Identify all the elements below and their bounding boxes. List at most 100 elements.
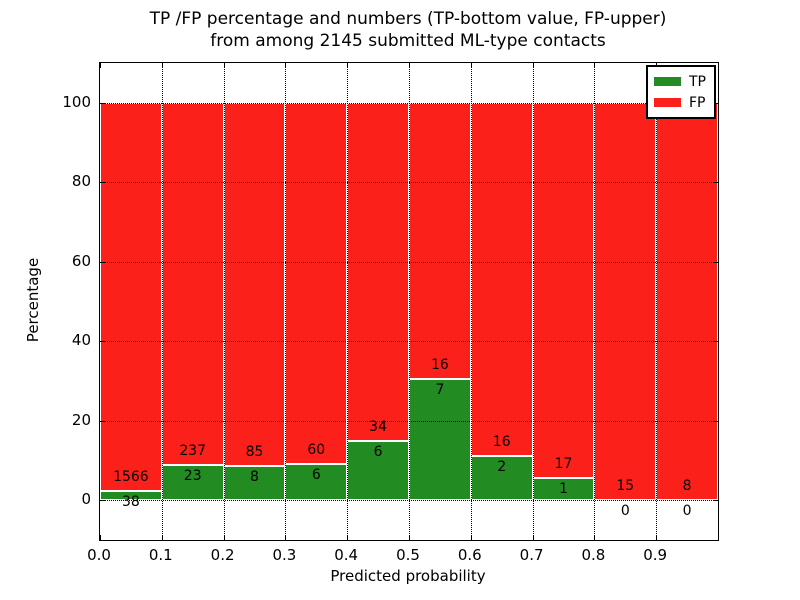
fp-count-label: 1566	[113, 468, 149, 485]
y-tick-label: 0	[81, 490, 91, 509]
fp-count-label: 17	[554, 456, 573, 473]
x-tick-label: 0.4	[334, 546, 359, 564]
x-tick-label: 0.5	[396, 546, 420, 564]
x-tick-label: 0.9	[643, 546, 668, 564]
bar-fp-segment	[532, 102, 595, 479]
y-tick-mark-right	[713, 341, 718, 343]
fp-count-label: 15	[616, 478, 635, 495]
bar-fp-segment	[470, 102, 533, 457]
y-tick-mark	[100, 420, 105, 422]
x-tick-label: 0.2	[210, 546, 235, 564]
y-tick-mark-right	[713, 420, 718, 422]
x-tick-mark	[223, 535, 225, 540]
x-tick-mark-top	[532, 63, 534, 68]
bar-tp-segment	[285, 464, 348, 501]
y-tick-label: 60	[71, 251, 91, 270]
chart-title-line-2: from among 2145 submitted ML-type contac…	[210, 31, 606, 51]
x-tick-mark	[285, 535, 287, 540]
x-tick-mark	[470, 535, 472, 540]
tp-count-label: 7	[435, 382, 445, 399]
bar-fp-segment	[285, 102, 348, 465]
tp-count-label: 0	[682, 503, 692, 520]
y-tick-mark	[100, 341, 105, 343]
x-tick-label: 0.7	[519, 546, 544, 564]
bar-fp-segment	[347, 102, 409, 441]
legend-row: FP	[654, 92, 708, 113]
vertical-gridline	[285, 63, 287, 540]
tp-count-label: 2	[497, 459, 507, 476]
x-tick-label: 0.0	[87, 546, 111, 564]
fp-count-label: 8	[682, 478, 692, 495]
y-tick-mark-right	[713, 261, 718, 263]
fp-count-label: 16	[430, 357, 449, 374]
legend: TP FP	[646, 65, 716, 119]
x-tick-mark	[594, 535, 596, 540]
vertical-gridline	[409, 63, 410, 540]
bar-fp-segment	[223, 102, 286, 467]
bar-tp-segment	[470, 456, 533, 501]
bar-tp-segment	[347, 440, 409, 501]
x-tick-mark-top	[161, 63, 163, 68]
tp-count-label: 8	[250, 469, 259, 486]
tp-count-label: 1	[559, 481, 568, 498]
vertical-gridline	[223, 63, 225, 540]
y-tick-mark-right	[713, 182, 718, 184]
x-tick-mark	[161, 535, 163, 540]
fp-count-label: 16	[492, 434, 511, 451]
x-tick-mark	[347, 535, 349, 540]
bar-fp-segment	[594, 102, 657, 501]
vertical-gridline	[594, 63, 596, 540]
vertical-gridline	[161, 63, 163, 540]
fp-count-label: 60	[307, 442, 326, 459]
bar-fp-segment	[100, 102, 162, 491]
bar-fp-segment	[409, 102, 471, 380]
x-tick-label: 0.8	[581, 546, 606, 564]
x-tick-label: 0.3	[272, 546, 297, 564]
y-tick-label: 20	[71, 410, 91, 429]
x-tick-mark-top	[594, 63, 596, 68]
tp-count-label: 6	[311, 467, 321, 484]
legend-row: TP	[654, 71, 708, 92]
x-tick-mark	[532, 535, 534, 540]
x-tick-mark	[656, 535, 658, 540]
y-tick-label: 80	[71, 172, 91, 191]
x-tick-mark-top	[409, 63, 410, 68]
chart-title-line-1: TP /FP percentage and numbers (TP-bottom…	[149, 9, 667, 29]
fp-count-label: 85	[245, 444, 264, 461]
legend-label: FP	[689, 94, 706, 111]
fp-count-label: 34	[369, 418, 387, 435]
legend-swatch-fp	[654, 98, 681, 107]
tp-count-label: 6	[373, 443, 383, 460]
legend-label: TP	[689, 73, 706, 90]
x-tick-label: 0.1	[148, 546, 173, 564]
y-tick-mark	[100, 500, 105, 502]
y-tick-mark-right	[713, 500, 718, 502]
y-tick-label: 100	[62, 92, 91, 111]
vertical-gridline	[347, 63, 349, 540]
y-tick-mark	[100, 102, 105, 104]
bar-fp-segment	[161, 102, 224, 466]
tp-count-label: 38	[121, 493, 140, 510]
x-tick-mark-top	[285, 63, 287, 68]
x-tick-label: 0.6	[457, 546, 482, 564]
legend-swatch-tp	[654, 77, 681, 86]
vertical-gridline	[532, 63, 534, 540]
bar-tp-segment	[161, 465, 224, 501]
x-tick-mark-top	[223, 63, 225, 68]
bar-fp-segment	[656, 102, 718, 501]
x-tick-mark-top	[347, 63, 349, 68]
plot-area: 1566 38 237 23 85 8 60 6 34 6 16 7 16 2 17 1 15 0 8 0	[99, 62, 719, 541]
y-tick-mark	[100, 182, 105, 184]
tp-count-label: 23	[183, 468, 202, 485]
vertical-gridline	[470, 63, 472, 540]
bar-tp-segment	[100, 490, 162, 501]
fp-count-label: 237	[179, 443, 207, 460]
y-axis-label: Percentage	[24, 257, 42, 343]
x-tick-mark	[100, 535, 101, 540]
x-tick-mark-top	[100, 63, 101, 68]
x-axis-label: Predicted probability	[330, 567, 486, 585]
x-tick-mark-top	[470, 63, 472, 68]
y-tick-label: 40	[71, 331, 91, 350]
tp-count-label: 0	[620, 503, 630, 520]
